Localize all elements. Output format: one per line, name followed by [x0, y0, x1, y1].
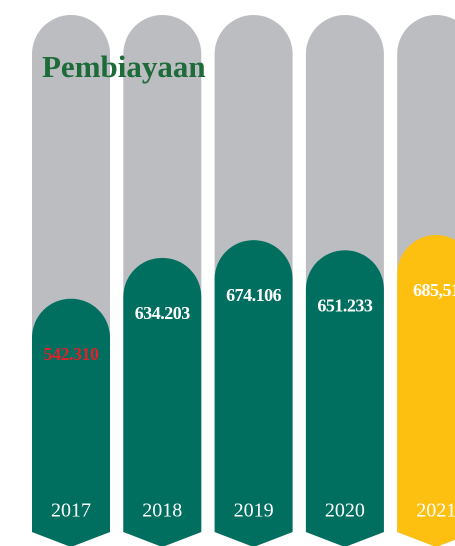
bar — [123, 257, 202, 546]
x-tick-label: 2017 — [51, 500, 91, 522]
chart-title: Pembiayaan — [42, 49, 206, 84]
value-label: 634.203 — [135, 303, 191, 323]
bar — [305, 250, 384, 546]
value-label: 651.233 — [317, 295, 373, 315]
x-tick-label: 2021 — [416, 500, 455, 522]
bar — [397, 235, 455, 546]
value-label: 542.310 — [44, 344, 100, 364]
bar — [214, 240, 293, 546]
value-label: 685,51 — [413, 280, 455, 300]
x-tick-label: 2019 — [234, 500, 274, 522]
bar — [32, 298, 110, 546]
value-label: 674.106 — [226, 285, 282, 305]
x-tick-label: 2018 — [142, 500, 182, 522]
x-tick-label: 2020 — [325, 500, 365, 522]
bars: 542.310 2017 634.203 2018 674.106 2019 651.233… — [32, 14, 455, 546]
